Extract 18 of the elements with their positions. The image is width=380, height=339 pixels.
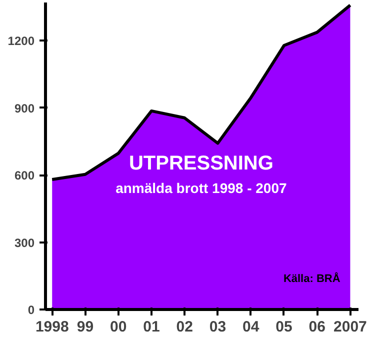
x-tick-label: 2007 xyxy=(334,318,367,336)
x-tick-label: 05 xyxy=(276,318,292,336)
text: UTPRESSNING xyxy=(128,152,274,174)
x-tick-label: 00 xyxy=(110,318,127,336)
y-tick-label: 900 xyxy=(14,101,35,116)
x-tick-label: 01 xyxy=(143,318,160,336)
y-tick-label: 1200 xyxy=(8,34,35,48)
y-tick-label: 600 xyxy=(14,168,35,183)
x-tick-label: 1998 xyxy=(35,318,69,336)
x-tick-label: 02 xyxy=(176,318,193,336)
text: anmälda brott 1998 - 2007 xyxy=(116,180,287,196)
x-tick-label: 06 xyxy=(308,318,326,336)
annotation: Källa: BRÅ xyxy=(283,272,340,285)
y-tick-label: 0 xyxy=(28,303,35,317)
x-tick-label: 99 xyxy=(76,318,94,336)
x-tick-label: 04 xyxy=(242,318,260,336)
x-tick-label: 03 xyxy=(209,318,226,336)
y-tick-label: 300 xyxy=(14,236,35,250)
